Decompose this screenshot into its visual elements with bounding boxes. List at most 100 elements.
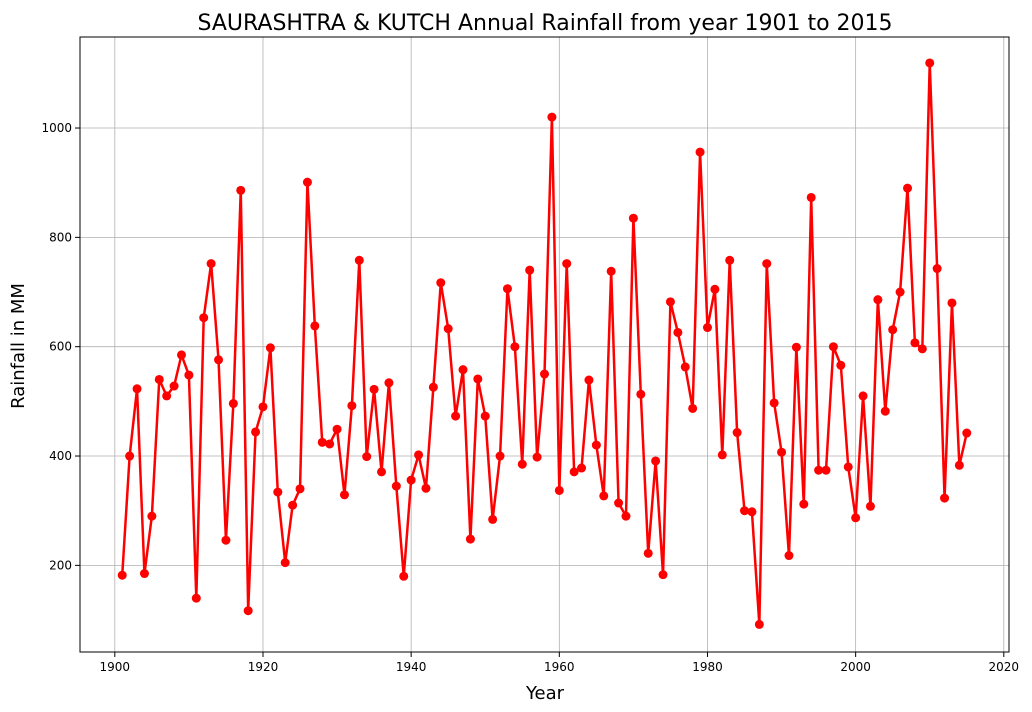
data-point (436, 278, 446, 288)
data-point (517, 459, 527, 469)
data-point (910, 338, 920, 348)
data-point (732, 428, 742, 438)
data-point (821, 465, 831, 475)
data-point (628, 213, 638, 223)
x-tick-label: 1920 (248, 660, 279, 674)
data-point (651, 456, 661, 466)
data-point (962, 428, 972, 438)
x-tick-label: 2020 (989, 660, 1020, 674)
data-point (621, 511, 631, 521)
x-tick-label: 2000 (840, 660, 871, 674)
chart-title: SAURASHTRA & KUTCH Annual Rainfall from … (197, 11, 892, 36)
data-point (332, 424, 342, 434)
data-point (251, 427, 261, 437)
data-point (480, 411, 490, 421)
data-point (865, 501, 875, 511)
data-point (680, 362, 690, 372)
data-point (769, 398, 779, 408)
data-point (510, 342, 520, 352)
data-point (702, 323, 712, 333)
y-tick-label: 400 (49, 449, 72, 463)
data-point (265, 343, 275, 353)
data-point (184, 370, 194, 380)
data-point (317, 437, 327, 447)
data-point (502, 284, 512, 294)
data-point (673, 327, 683, 337)
data-point (295, 484, 305, 494)
data-point (162, 391, 172, 401)
data-point (836, 360, 846, 370)
series-line (120, 61, 968, 626)
data-point (577, 463, 587, 473)
data-point (258, 402, 268, 412)
data-point (243, 606, 253, 616)
data-point (221, 535, 231, 545)
data-point (354, 255, 364, 265)
y-tick-label: 800 (49, 230, 72, 244)
data-point (191, 593, 201, 603)
y-tick-label: 600 (49, 340, 72, 354)
data-point (488, 514, 498, 524)
data-point (428, 382, 438, 392)
data-point (658, 570, 668, 580)
data-point (591, 440, 601, 450)
data-point (117, 570, 127, 580)
data-point (347, 401, 357, 411)
data-point (895, 287, 905, 297)
data-point (940, 493, 950, 503)
data-point (451, 411, 461, 421)
data-point (228, 399, 238, 409)
x-axis-title: Year (525, 683, 565, 704)
data-point (325, 439, 335, 449)
data-point (784, 551, 794, 561)
data-point (443, 324, 453, 334)
data-point (554, 485, 564, 495)
data-point (932, 264, 942, 274)
data-point (280, 558, 290, 568)
data-point (273, 487, 283, 497)
x-tick-label: 1900 (100, 660, 131, 674)
data-point (710, 284, 720, 294)
data-point (851, 513, 861, 523)
data-point (762, 259, 772, 269)
data-point (614, 498, 624, 508)
data-point (665, 297, 675, 307)
data-point (799, 499, 809, 509)
data-point (814, 465, 824, 475)
data-point (584, 375, 594, 385)
data-point (154, 374, 164, 384)
data-point (125, 451, 135, 461)
data-point (362, 452, 372, 462)
data-point (858, 391, 868, 401)
data-point (947, 298, 957, 308)
data-point (954, 460, 964, 470)
data-point (540, 369, 549, 379)
data-point (843, 462, 853, 472)
data-point (302, 177, 312, 187)
data-point (399, 571, 409, 581)
data-point (384, 378, 394, 388)
data-point (888, 325, 898, 335)
series-layer (117, 58, 972, 629)
data-point (169, 381, 179, 391)
data-point (176, 350, 186, 360)
data-point (740, 506, 750, 516)
data-point (643, 548, 653, 558)
y-tick-label: 200 (49, 558, 72, 572)
data-point (606, 266, 616, 276)
data-point (880, 406, 890, 416)
data-point (695, 147, 705, 157)
data-point (777, 447, 787, 457)
data-point (391, 481, 401, 491)
data-point (828, 342, 838, 352)
x-tick-label: 1980 (692, 660, 723, 674)
data-point (747, 507, 757, 517)
data-point (547, 112, 557, 122)
plot-frame (79, 36, 1010, 653)
data-point (495, 451, 505, 461)
y-tick-label: 1000 (41, 121, 72, 135)
data-point (532, 452, 542, 462)
grid-lines (80, 37, 1009, 652)
data-point (465, 534, 475, 544)
data-point (525, 265, 535, 275)
